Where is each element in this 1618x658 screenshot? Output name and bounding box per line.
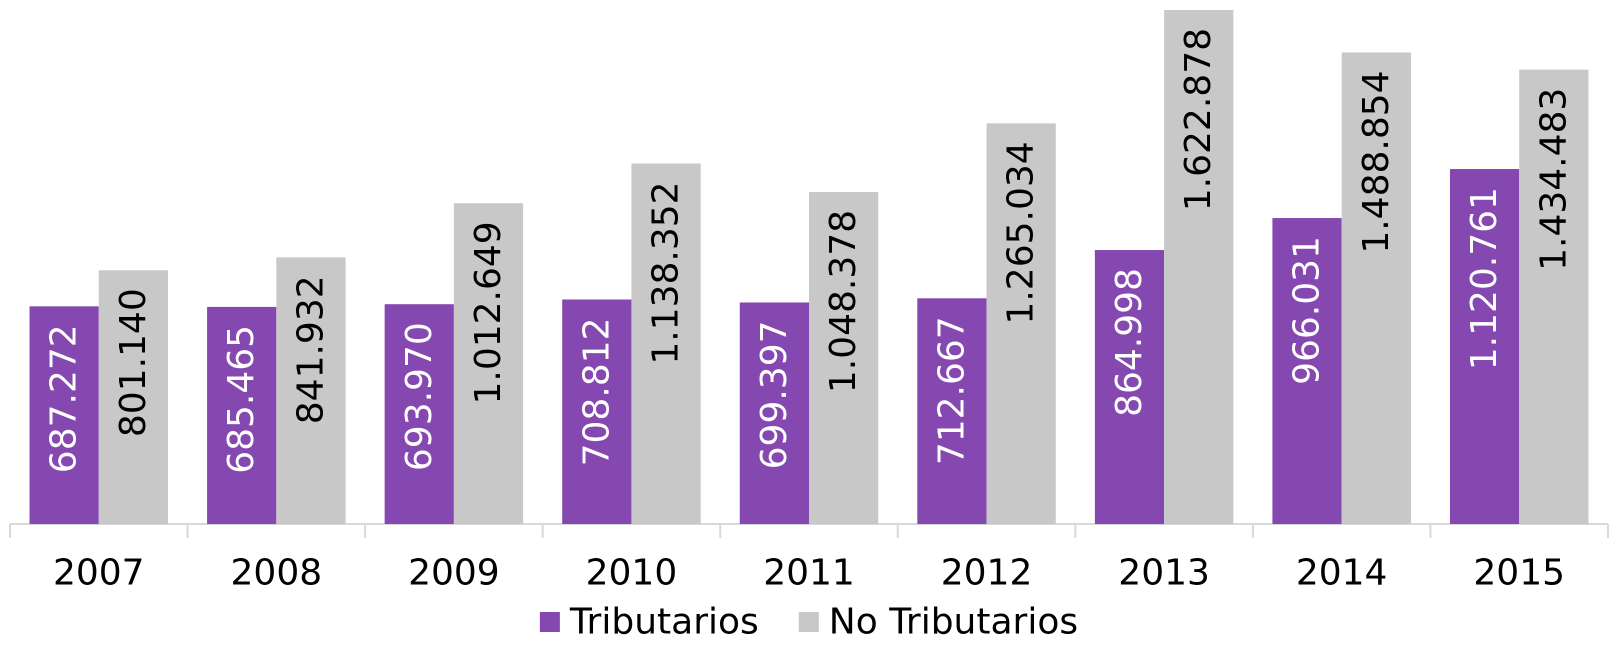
bar bbox=[207, 306, 277, 524]
bar bbox=[276, 257, 346, 524]
bar bbox=[1164, 10, 1234, 524]
bar bbox=[29, 306, 99, 524]
x-tick-label: 2008 bbox=[231, 553, 323, 594]
x-tick-label: 2014 bbox=[1296, 553, 1388, 594]
bar bbox=[1519, 69, 1589, 525]
bar bbox=[631, 163, 701, 524]
value-label: 1.012.649 bbox=[468, 221, 509, 404]
bar bbox=[384, 304, 454, 524]
bar bbox=[562, 299, 632, 524]
value-label: 1.048.378 bbox=[823, 210, 864, 393]
bar bbox=[1449, 169, 1520, 525]
legend: Tributarios No Tributarios bbox=[539, 602, 1078, 643]
legend-swatch bbox=[798, 612, 819, 632]
value-label: 841.932 bbox=[290, 275, 331, 424]
value-label: 966.031 bbox=[1287, 236, 1328, 385]
x-tick-label: 2011 bbox=[763, 553, 855, 594]
value-label: 1.434.483 bbox=[1533, 88, 1574, 271]
bar bbox=[1094, 250, 1165, 524]
bar bbox=[739, 302, 809, 524]
value-label: 685.465 bbox=[221, 325, 262, 474]
value-label: 1.265.034 bbox=[1001, 141, 1042, 324]
x-tick-label: 2012 bbox=[941, 553, 1033, 594]
bar bbox=[453, 203, 524, 524]
x-tick-label: 2015 bbox=[1473, 553, 1565, 594]
x-tick-label: 2007 bbox=[53, 553, 145, 594]
value-label: 693.970 bbox=[399, 322, 440, 471]
value-label: 1.622.878 bbox=[1178, 28, 1219, 211]
x-tick-label: 2009 bbox=[408, 553, 500, 594]
bar bbox=[98, 270, 169, 524]
bar bbox=[917, 298, 987, 524]
legend-label: No Tributarios bbox=[829, 602, 1078, 643]
value-label: 712.667 bbox=[931, 316, 972, 465]
x-tick-label: 2013 bbox=[1118, 553, 1210, 594]
value-label: 1.138.352 bbox=[646, 181, 687, 364]
value-label: 801.140 bbox=[113, 288, 154, 437]
value-label: 1.120.761 bbox=[1464, 187, 1505, 370]
value-label: 1.488.854 bbox=[1356, 70, 1397, 253]
bar bbox=[809, 191, 879, 525]
value-label: 687.272 bbox=[44, 324, 85, 473]
legend-swatch bbox=[539, 612, 560, 632]
bar bbox=[1341, 52, 1411, 525]
x-tick-label: 2010 bbox=[586, 553, 678, 594]
legend-label: Tributarios bbox=[569, 602, 759, 643]
bar bbox=[986, 123, 1056, 525]
value-label: 699.397 bbox=[754, 320, 795, 469]
value-label: 708.812 bbox=[576, 318, 617, 467]
bar bbox=[1272, 218, 1342, 525]
value-label: 864.998 bbox=[1109, 268, 1150, 417]
